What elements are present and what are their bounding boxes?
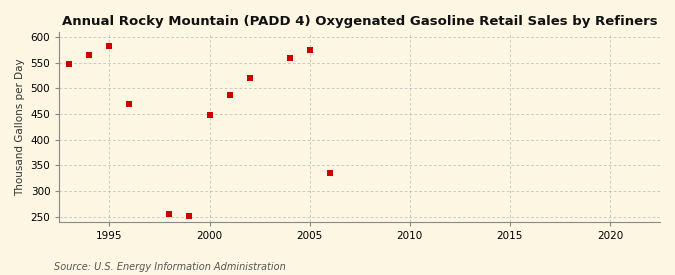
Point [184, 213, 195, 218]
Point [324, 171, 335, 175]
Point [244, 76, 255, 80]
Point [224, 92, 235, 97]
Point [64, 62, 75, 66]
Point [164, 212, 175, 216]
Point [104, 44, 115, 48]
Point [204, 113, 215, 117]
Title: Annual Rocky Mountain (PADD 4) Oxygenated Gasoline Retail Sales by Refiners: Annual Rocky Mountain (PADD 4) Oxygenate… [62, 15, 657, 28]
Point [84, 53, 95, 57]
Text: Source: U.S. Energy Information Administration: Source: U.S. Energy Information Administ… [54, 262, 286, 272]
Y-axis label: Thousand Gallons per Day: Thousand Gallons per Day [15, 58, 25, 196]
Point [304, 48, 315, 52]
Point [124, 101, 135, 106]
Point [284, 55, 295, 60]
